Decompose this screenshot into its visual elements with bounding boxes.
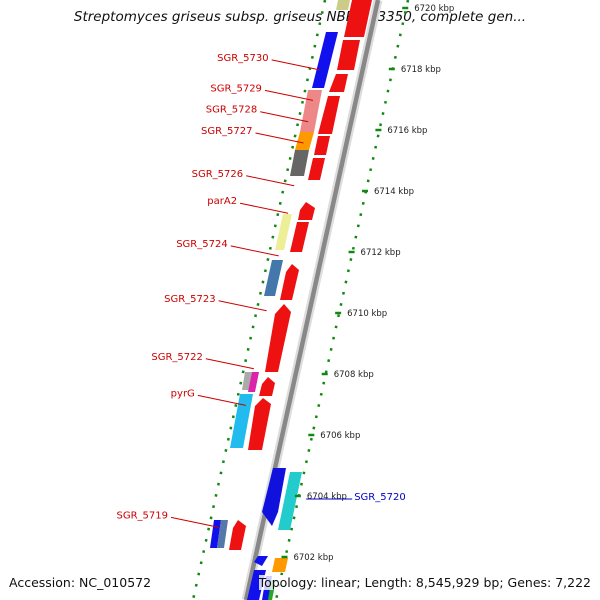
gene-label[interactable]: SGR_5720 [354,492,406,503]
gene-label-leader [230,245,279,257]
gene-block-lightblue[interactable] [230,394,253,448]
feature-group-left [210,0,350,600]
gene-block-khaki[interactable] [336,0,350,10]
gene-label[interactable]: SGR_5729 [210,83,262,94]
gene-label[interactable]: parA2 [207,196,237,207]
kbp-tick-label: 6718 kbp [401,65,441,75]
kbp-tick-label: 6706 kbp [320,431,360,441]
gene-arrow-red[interactable] [290,222,309,252]
gene-arrow-red[interactable] [248,398,271,450]
gene-label[interactable]: SGR_5727 [201,126,253,137]
gene-arrow-blue[interactable] [262,468,286,526]
gene-label[interactable]: SGR_5719 [116,510,168,521]
gene-arrow-red[interactable] [329,74,348,92]
gene-arrow-red[interactable] [318,96,340,134]
gene-block-gray[interactable] [290,150,309,176]
gene-label-leader [239,202,289,214]
kbp-tick-label: 6710 kbp [347,309,387,319]
gene-block-orange[interactable] [272,558,288,572]
kbp-tick-label: 6720 kbp [414,4,454,14]
gene-label[interactable]: SGR_5726 [192,169,244,180]
kbp-tick-label: 6714 kbp [374,187,414,197]
kbp-ruler: 6720 kbp 6718 kbp 6716 kbp 6714 kbp 6712 kbp… [281,4,454,563]
gene-label[interactable]: SGR_5728 [206,105,258,116]
gene-label[interactable]: SGR_5724 [176,239,228,250]
gene-block-magenta[interactable] [248,372,259,392]
kbp-tick-label: 6712 kbp [361,248,401,258]
map-title: Streptomyces griseus subsp. griseus NBRC… [0,9,600,25]
gene-block-lightyellow[interactable] [275,214,292,250]
gene-arrow-red[interactable] [259,377,275,396]
gene-label[interactable]: pyrG [171,388,195,399]
gene-label-leader [246,175,295,187]
gene-label[interactable]: SGR_5730 [217,53,269,64]
kbp-tick-label: 6708 kbp [334,370,374,380]
gene-block-steelblue[interactable] [264,260,283,296]
gene-label-leader [264,89,314,101]
gene-label-leader [218,300,267,312]
gene-arrow-red[interactable] [298,202,315,220]
accession-text: Accession: NC_010572 [9,575,152,590]
gene-label[interactable]: SGR_5722 [151,352,203,363]
gene-block-steelblue[interactable] [217,520,228,548]
gene-arrow-red[interactable] [265,304,291,372]
gene-arrow-blue[interactable] [254,556,268,566]
gene-label-leader [260,111,309,123]
kbp-tick-label: 6702 kbp [293,553,333,563]
gene-label-leader [271,59,320,71]
gene-arrow-red[interactable] [337,40,360,70]
feature-group-right [229,0,372,550]
gene-label-leader [255,132,304,144]
gene-arrow-red[interactable] [308,158,325,180]
kbp-tick-label: 6704 kbp [307,492,347,502]
gene-label[interactable]: SGR_5723 [164,294,216,305]
kbp-tick-label: 6716 kbp [387,126,427,136]
gene-arrow-cyan[interactable] [278,472,302,530]
gene-arrow-red[interactable] [280,264,299,300]
gene-label-leader [170,516,220,528]
gene-labels: SGR_5730 SGR_5729 SGR_5728 SGR_5727 SGR_5726… [116,53,406,528]
gene-block-blue[interactable] [312,32,338,88]
gene-block-orange[interactable] [295,132,314,150]
gene-label-leader [205,358,254,370]
gene-block-pink[interactable] [300,90,322,132]
gene-arrow-red[interactable] [344,0,372,37]
gene-arrow-red[interactable] [314,136,330,155]
gene-arrow-red[interactable] [229,520,246,550]
genome-summary-text: Topology: linear; Length: 8,545,929 bp; … [258,575,591,590]
gene-label-leader [197,394,246,406]
